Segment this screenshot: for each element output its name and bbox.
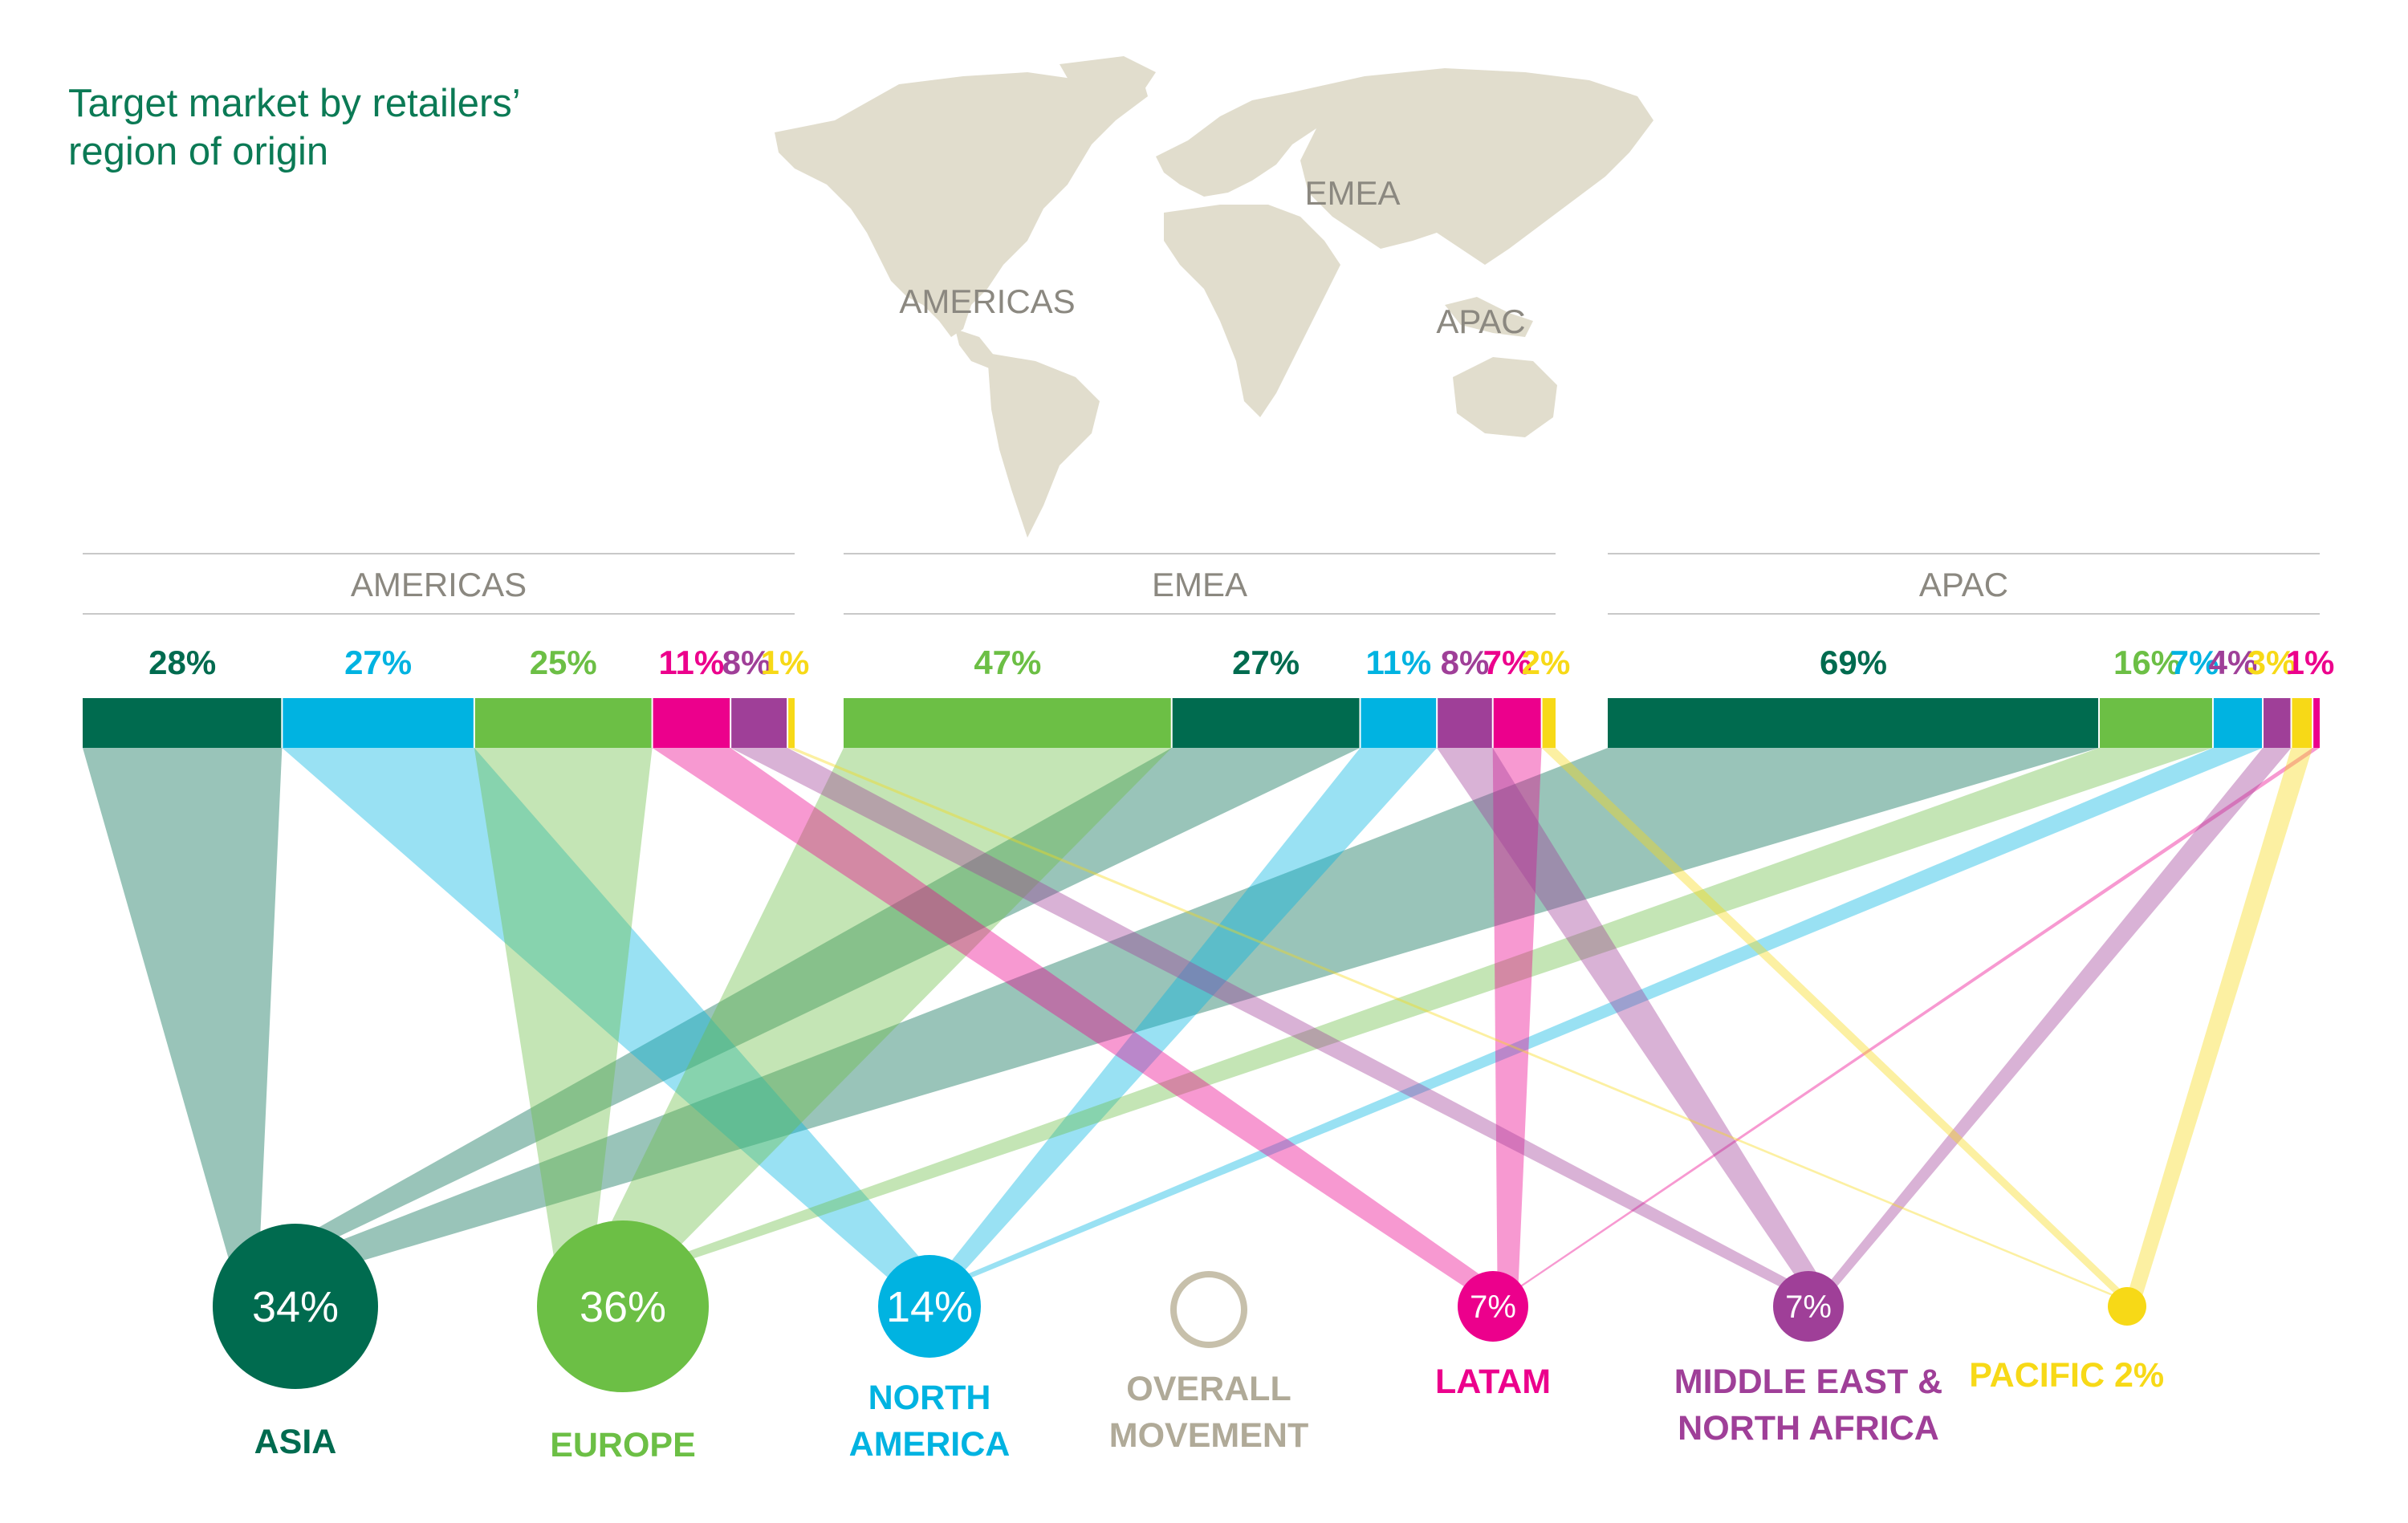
destination-circle-asia [213,1224,378,1389]
bar-segment-latam [2312,698,2320,748]
overall-movement-label: MOVEMENT [1109,1416,1308,1455]
flow-band-latam [652,748,1498,1287]
bar-segment-asia [83,698,283,748]
region-headers: AMERICAS EMEA APAC [83,553,2320,615]
bar-value-label: 8% [1441,644,1490,681]
destination-value: 34% [252,1283,339,1331]
flow-band-pacific [1541,748,2127,1296]
flow-band-north_america [282,748,938,1278]
region-header: EMEA [1152,566,1247,603]
bar-value-label: 4% [2209,644,2258,681]
bar-segment-asia [1171,698,1361,748]
bar-value-label: 7% [1483,644,1532,681]
bar-value-label: 11% [1365,644,1431,681]
bar-value-label: 47% [974,644,1041,681]
bar-value-label: 11% [659,644,725,681]
flow-band-north_america [938,748,1438,1278]
chart-title-line: Target market by retailers’ [68,82,521,125]
flow-band-latam [1492,748,1542,1287]
bar-segment-pacific [787,698,795,748]
flow-band-europe [593,748,1172,1260]
bar-segment-mena [1437,698,1493,748]
destination-circle-north_america [878,1255,981,1358]
bar-value-label: 2% [1522,644,1571,681]
region-header: AMERICAS [351,566,527,603]
origin-bars: 28% 27% 25% 11%8%1% 47% 27% 11% 8%7%2% 69% 16%7%4… [83,644,2334,748]
bar-segment-north_america [1360,698,1438,748]
destination-name: PACIFIC [1969,1356,2105,1395]
bar-segment-pacific [2291,698,2313,748]
bar-value-label: 1% [761,644,810,681]
destination-name: ASIA [254,1423,337,1461]
destination-value: 14% [886,1283,973,1331]
bar-value-label: 27% [344,644,412,681]
bar-segment-north_america [282,698,474,748]
bar-value-label: 3% [2247,644,2296,681]
bar-value-label: 7% [2170,644,2219,681]
destination-circle-europe [537,1220,709,1392]
bar-value-label: 25% [530,644,597,681]
flow-band-mena [730,748,1803,1287]
flow-band-asia [287,748,2100,1261]
destination-circles: 34% ASIA 36% EUROPE 14% NORTH AMERICA 7% LATAM 7%… [213,1220,2164,1464]
flow-band-asia [258,748,1361,1261]
flow-band-mena [1825,748,2292,1287]
bar-value-label: 28% [148,644,216,681]
bar-value-label: 1% [2286,644,2335,681]
bar-segment-pacific [1541,698,1556,748]
bar-segment-mena [2263,698,2292,748]
bar-value-label: 27% [1232,644,1300,681]
bar-segment-north_america [2212,698,2264,748]
flow-bands [83,748,2320,1296]
bar-segment-europe [474,698,653,748]
destination-name: NORTH [868,1379,991,1417]
flow-band-north_america [958,748,2264,1278]
flow-band-asia [83,748,283,1261]
map-label-apac: APAC [1436,303,1525,340]
destination-name: LATAM [1435,1363,1551,1401]
map-label-emea: EMEA [1304,174,1400,212]
bar-segment-europe [2099,698,2213,748]
flow-band-latam [1518,748,2320,1287]
chart-title-line: region of origin [68,130,328,173]
bar-value-label: 8% [722,644,771,681]
bar-segment-mena [730,698,788,748]
overall-movement-legend: OVERALL MOVEMENT [1109,1271,1308,1455]
destination-value: 36% [580,1283,666,1331]
chart-title: Target market by retailers’ region of ori… [68,82,521,173]
bar-segment-europe [844,698,1172,748]
destination-name: EUROPE [550,1426,696,1464]
bar-value-label: 16% [2113,644,2181,681]
destination-circle-mena [1773,1271,1844,1342]
destination-circle-latam [1458,1271,1528,1342]
flow-band-europe [474,748,653,1260]
world-map [775,56,1653,538]
destination-value: 7% [1470,1289,1516,1325]
destination-circle-pacific [2108,1287,2146,1326]
destination-name: AMERICA [849,1425,1011,1464]
region-header: APAC [1919,566,2008,603]
flow-band-pacific [787,748,2117,1296]
destination-name: NORTH AFRICA [1678,1409,1939,1448]
overall-movement-ring [1170,1271,1247,1348]
bar-value-label: 69% [1820,644,1887,681]
destination-name: MIDDLE EAST & [1674,1363,1942,1401]
destination-value: 2% [2114,1356,2164,1395]
overall-movement-label: OVERALL [1126,1370,1291,1408]
destination-value: 7% [1785,1289,1832,1325]
map-label-americas: AMERICAS [899,282,1075,320]
flow-band-europe [666,748,2213,1260]
map-labels: AMERICAS EMEA APAC [899,174,1525,340]
flow-band-mena [1437,748,1826,1287]
bar-segment-latam [652,698,731,748]
bar-segment-asia [1608,698,2100,748]
bar-segment-latam [1492,698,1542,748]
flow-band-pacific [2127,748,2313,1296]
